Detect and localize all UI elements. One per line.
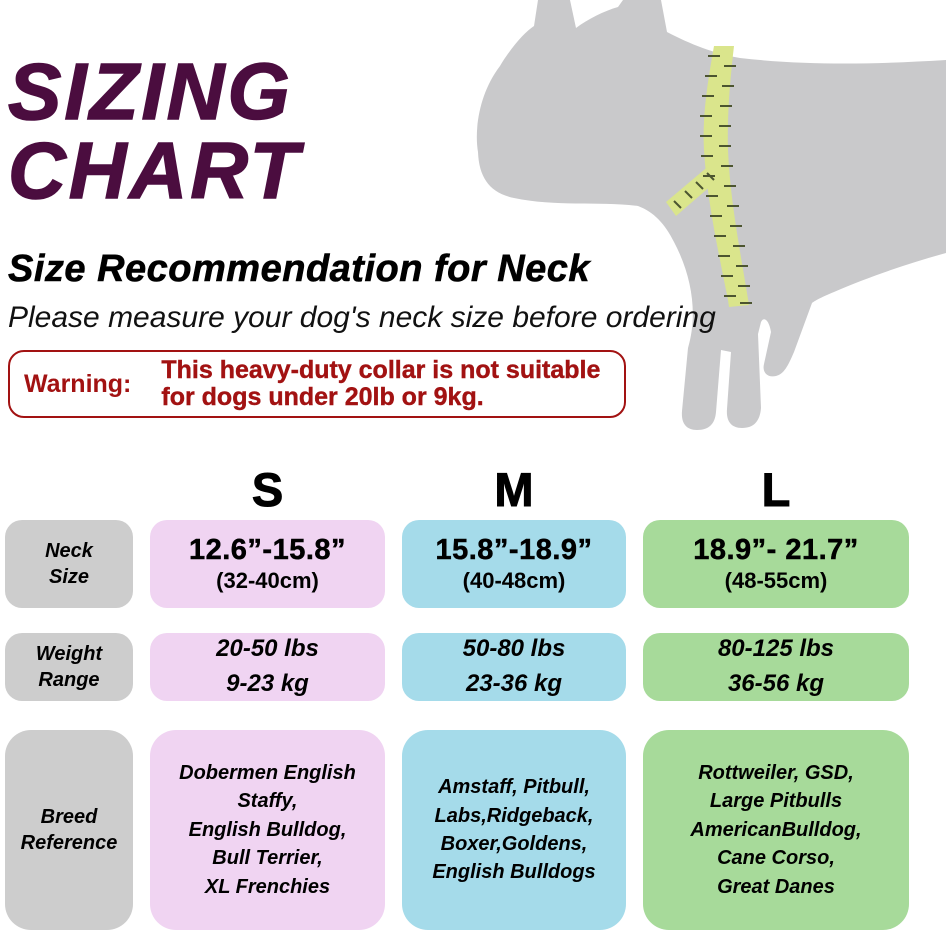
- cell-neck-size-s: 12.6”-15.8” (32-40cm): [150, 520, 385, 608]
- page-title: SIZING CHART: [7, 47, 302, 216]
- row-label-text: Weight Range: [35, 643, 103, 691]
- subtitle: Size Recommendation for Neck: [8, 248, 591, 291]
- breed-list: Rottweiler, GSD, Large Pitbulls American…: [690, 762, 862, 898]
- row-label-weight-range: Weight Range: [5, 633, 133, 701]
- cell-weight-range-s: 20-50 lbs 9-23 kg: [150, 633, 385, 701]
- neck-size-cm: (48-55cm): [724, 568, 828, 593]
- cell-weight-range-l: 80-125 lbs 36-56 kg: [643, 633, 909, 701]
- breed-list: Dobermen English Staffy, English Bulldog…: [179, 762, 356, 898]
- measuring-tape-icon: [666, 46, 752, 307]
- measure-note: Please measure your dog's neck size befo…: [8, 301, 716, 334]
- row-label-text: Neck Size: [45, 540, 93, 588]
- neck-size-cm: (40-48cm): [462, 568, 566, 593]
- dog-silhouette-illustration: [476, 0, 946, 430]
- column-header-s: S: [251, 462, 284, 516]
- column-header-l: L: [761, 462, 791, 516]
- cell-neck-size-m: 15.8”-18.9” (40-48cm): [402, 520, 626, 608]
- cell-breed-reference-l: Rottweiler, GSD, Large Pitbulls American…: [643, 730, 909, 930]
- breed-list: Amstaff, Pitbull, Labs,Ridgeback, Boxer,…: [432, 776, 596, 884]
- warning-box: Warning: This heavy-duty collar is not s…: [8, 350, 626, 418]
- sizing-table: S M L Neck Size 12.6”-15.8” (32-40cm) 15…: [5, 458, 909, 930]
- cell-neck-size-l: 18.9”- 21.7” (48-55cm): [643, 520, 909, 608]
- neck-size-inches: 15.8”-18.9”: [435, 534, 593, 567]
- column-header-m: M: [494, 462, 534, 516]
- weight-range-text: 80-125 lbs 36-56 kg: [717, 635, 835, 697]
- cell-breed-reference-m: Amstaff, Pitbull, Labs,Ridgeback, Boxer,…: [402, 730, 626, 930]
- row-label-breed-reference: Breed Reference: [5, 730, 133, 930]
- weight-range-text: 50-80 lbs 23-36 kg: [462, 635, 566, 697]
- warning-label: Warning:: [24, 369, 132, 398]
- weight-range-text: 20-50 lbs 9-23 kg: [216, 635, 319, 697]
- neck-size-inches: 12.6”-15.8”: [188, 534, 347, 567]
- row-label-text: Breed Reference: [20, 806, 118, 854]
- neck-size-inches: 18.9”- 21.7”: [693, 534, 859, 567]
- cell-breed-reference-s: Dobermen English Staffy, English Bulldog…: [150, 730, 385, 930]
- neck-size-cm: (32-40cm): [216, 568, 319, 593]
- cell-weight-range-m: 50-80 lbs 23-36 kg: [402, 633, 626, 701]
- row-label-neck-size: Neck Size: [5, 520, 133, 608]
- warning-text: This heavy-duty collar is not suitable f…: [161, 355, 601, 411]
